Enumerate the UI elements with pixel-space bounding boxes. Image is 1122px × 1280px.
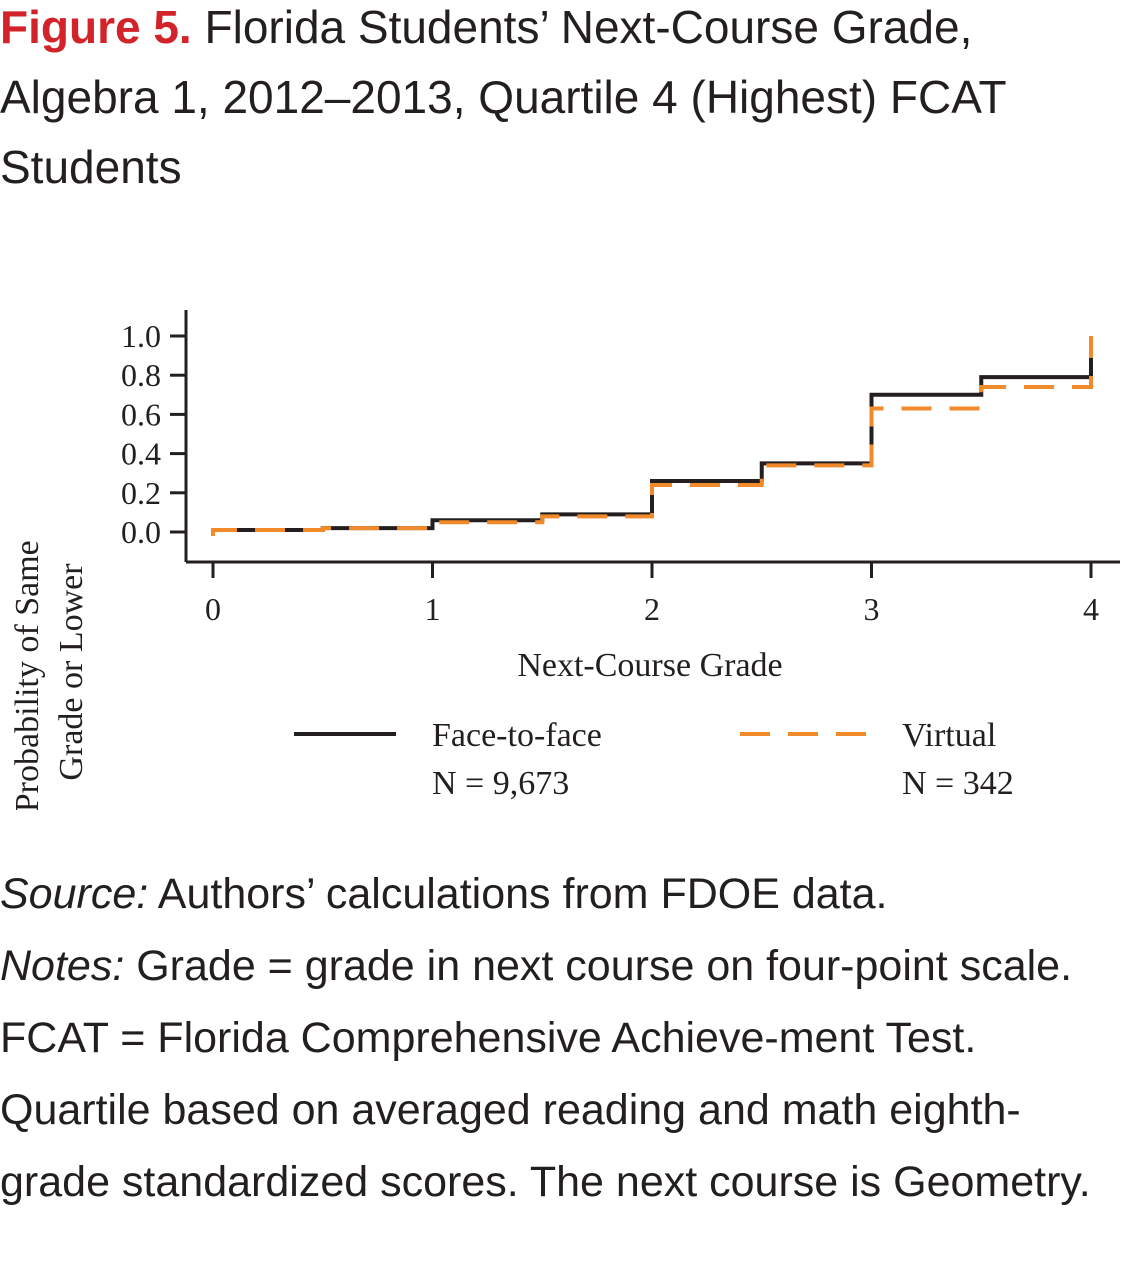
legend-label-virtual: Virtual (902, 717, 996, 754)
y-tick-label: 0.8 (121, 357, 161, 393)
y-axis-label: Probability of Same Grade or Lower (9, 532, 90, 810)
figure-label: Figure 5. (0, 1, 192, 53)
step-chart: 1.00.80.6 0.40.20.0 0 1 2 3 4 Next-Course Grad… (9, 310, 1120, 810)
source-label: Source: (0, 870, 149, 918)
y-tick-label: 0.6 (121, 396, 161, 432)
series-line-virtual (211, 336, 1093, 536)
notes-label: Notes: (0, 942, 125, 990)
y-axis-label-line-2: Grade or Lower (53, 563, 90, 781)
y-tick-label: 0.4 (121, 436, 161, 472)
x-axis-label: Next-Course Grade (517, 647, 782, 684)
series-line-face-to-face (211, 336, 1093, 536)
figure-title: Florida Students’ Next-Course Grade, Alg… (0, 1, 1006, 193)
chart-series-lines (211, 336, 1093, 536)
x-tick-label: 2 (644, 591, 660, 627)
chart-legend: Face-to-face N = 9,673 Virtual N = 342 (294, 717, 1014, 802)
notes-paragraph: Notes: Grade = grade in next course on f… (0, 930, 1122, 1218)
source-line: Source: Authors’ calculations from FDOE … (0, 858, 1122, 930)
chart-axes (184, 310, 1120, 564)
figure-notes: Source: Authors’ calculations from FDOE … (0, 858, 1122, 1218)
chart-ticks: 1.00.80.6 0.40.20.0 0 1 2 3 4 (121, 318, 1099, 627)
legend-label-face-to-face: Face-to-face (432, 717, 602, 754)
y-tick-label: 0.0 (121, 514, 161, 550)
notes-text: Grade = grade in next course on four-poi… (0, 942, 1091, 1206)
source-text: Authors’ calculations from FDOE data. (148, 870, 888, 918)
x-tick-label: 4 (1083, 591, 1099, 627)
y-axis-label-line-1: Probability of Same (9, 540, 46, 810)
x-tick-label: 0 (205, 591, 221, 627)
y-tick-label: 1.0 (121, 318, 161, 354)
x-tick-label: 3 (864, 591, 880, 627)
y-tick-label: 0.2 (121, 475, 161, 511)
legend-n-face-to-face: N = 9,673 (432, 765, 569, 802)
figure-caption: Figure 5. Florida Students’ Next-Course … (0, 0, 1110, 202)
x-tick-label: 1 (425, 591, 441, 627)
legend-n-virtual: N = 342 (902, 765, 1014, 802)
